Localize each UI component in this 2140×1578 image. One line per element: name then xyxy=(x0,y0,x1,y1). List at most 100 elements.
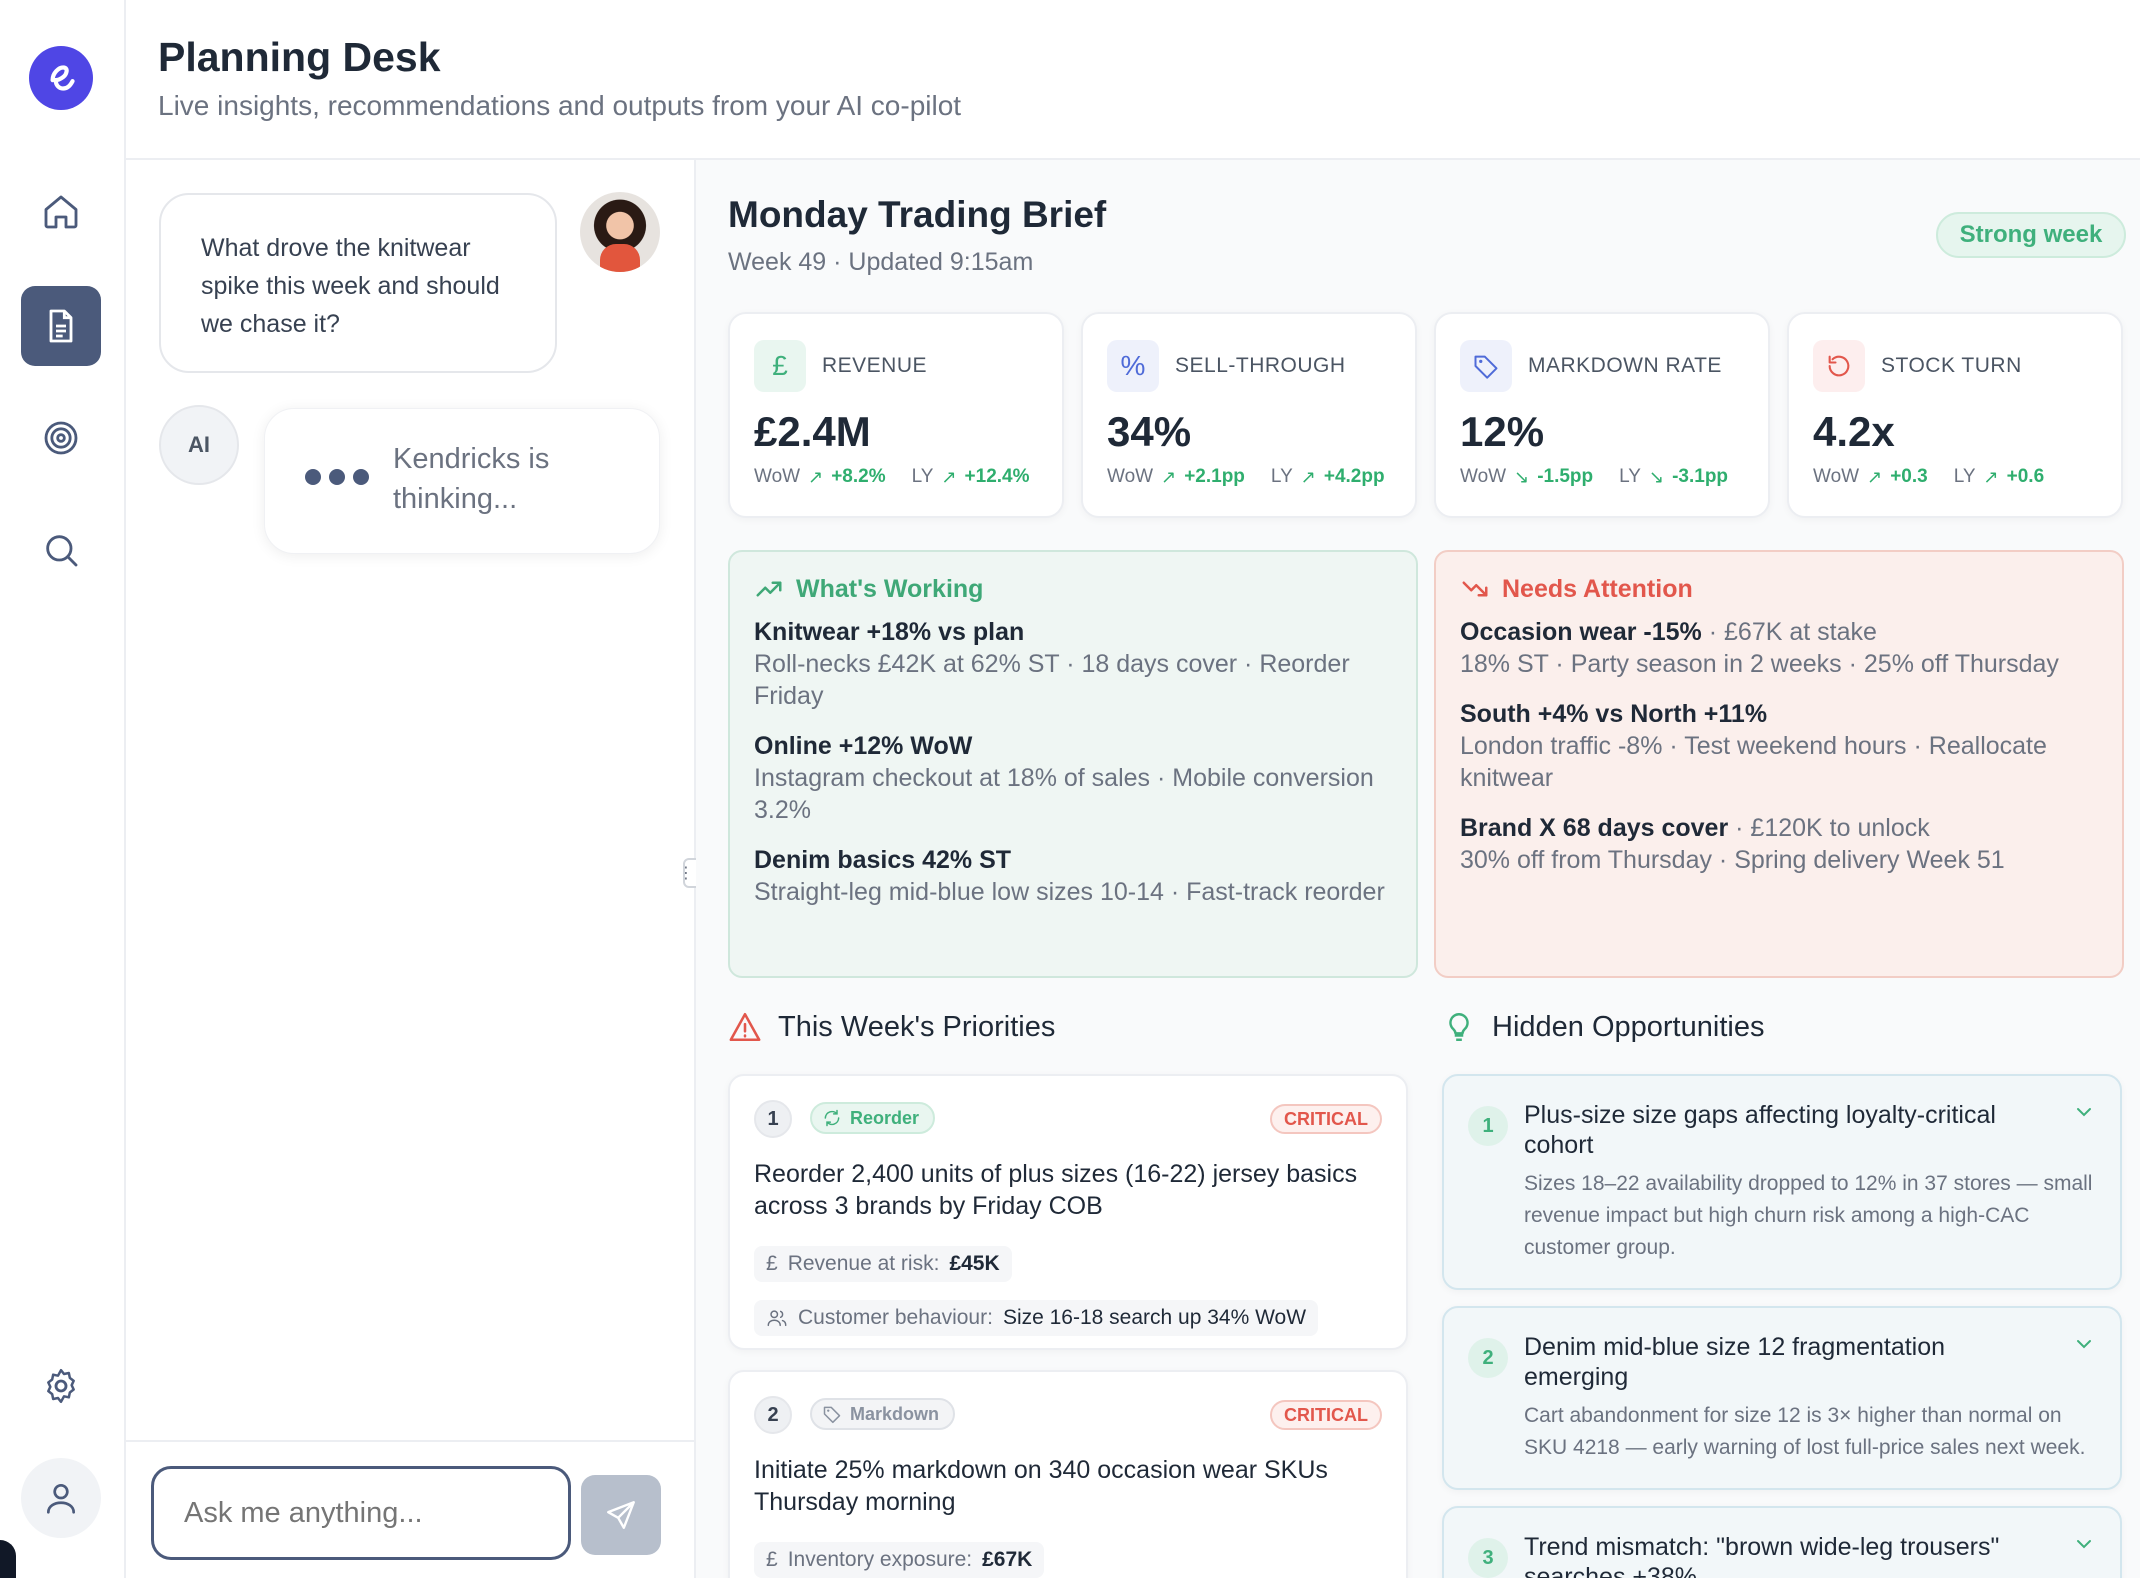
priority-meta: £ Revenue at risk: £45K xyxy=(754,1246,1012,1282)
list-item: Occasion wear -15% · £67K at stake 18% S… xyxy=(1460,616,2098,680)
priority-number: 1 xyxy=(754,1100,792,1138)
brief-title: Monday Trading Brief xyxy=(728,194,1107,235)
opportunity-number: 2 xyxy=(1468,1338,1508,1378)
item-body: London traffic -8% · Test weekend hours … xyxy=(1460,732,2047,792)
kpi-label: REVENUE xyxy=(822,354,928,377)
item-title: Knitwear +18% vs plan xyxy=(754,618,1025,646)
item-body: 18% ST · Party season in 2 weeks · 25% o… xyxy=(1460,650,2059,678)
chat-input[interactable] xyxy=(151,1466,571,1560)
wow-delta: -1.5pp xyxy=(1537,466,1594,487)
ly-delta: +12.4% xyxy=(964,466,1030,487)
ai-message: Kendricks is thinking... xyxy=(264,408,660,554)
page-title: Planning Desk xyxy=(158,34,441,80)
nav-targets[interactable] xyxy=(21,398,101,478)
whats-working-title: What's Working xyxy=(796,574,984,603)
priority-title: Reorder 2,400 units of plus sizes (16-22… xyxy=(754,1160,1358,1220)
pound-icon: £ xyxy=(766,1252,778,1275)
opportunity-card[interactable]: 2 Denim mid-blue size 12 fragmentation e… xyxy=(1442,1306,2122,1490)
needs-attention-header: Needs Attention xyxy=(1460,574,2098,604)
opportunities-header: Hidden Opportunities xyxy=(1442,1010,1764,1044)
tag-icon xyxy=(1460,340,1512,392)
priorities-header: This Week's Priorities xyxy=(728,1010,1055,1044)
opportunity-card[interactable]: 1 Plus-size size gaps affecting loyalty-… xyxy=(1442,1074,2122,1290)
trend-down-icon: ↘ xyxy=(1648,466,1665,487)
opportunity-title: Denim mid-blue size 12 fragmentation eme… xyxy=(1524,1333,1946,1391)
kpi-value: 34% xyxy=(1107,408,1192,455)
nav-search[interactable] xyxy=(21,510,101,590)
priority-card[interactable]: 2 Markdown CRITICAL Initiate 25% markdow… xyxy=(728,1370,1408,1578)
window-corner xyxy=(0,1540,16,1578)
item-title: Brand X 68 days cover · £120K to unlock xyxy=(1460,814,1930,842)
opportunity-title: Trend mismatch: "brown wide-leg trousers… xyxy=(1524,1533,2000,1578)
tag-reorder: Reorder xyxy=(810,1102,936,1134)
kpi-card-stock-turn[interactable]: STOCK TURN 4.2x WoW ↗ +0.3 LY ↗ +0.6 xyxy=(1787,312,2123,518)
severity-badge: CRITICAL xyxy=(1270,1104,1382,1134)
kpi-deltas: WoW ↗ +0.3 LY ↗ +0.6 xyxy=(1813,466,2044,488)
priority-card[interactable]: 1 Reorder CRITICAL Reorder 2,400 units o… xyxy=(728,1074,1408,1350)
wow-label: WoW xyxy=(1107,466,1154,487)
item-body: 30% off from Thursday · Spring delivery … xyxy=(1460,846,2005,874)
target-icon xyxy=(44,421,78,455)
send-button[interactable] xyxy=(581,1475,661,1555)
kpi-deltas: WoW ↗ +8.2% LY ↗ +12.4% xyxy=(754,466,1030,488)
trend-down-icon: ↘ xyxy=(1514,466,1530,487)
ly-label: LY xyxy=(911,466,934,487)
page-subtitle: Live insights, recommendations and outpu… xyxy=(158,90,962,121)
opportunity-title: Plus-size size gaps affecting loyalty-cr… xyxy=(1524,1101,1996,1159)
wow-label: WoW xyxy=(1460,466,1507,487)
chat-divider xyxy=(126,1440,694,1442)
priority-meta: £ Inventory exposure: £67K xyxy=(754,1542,1045,1578)
send-icon xyxy=(607,1501,635,1529)
page-header: Planning Desk Live insights, recommendat… xyxy=(126,0,2140,160)
document-icon xyxy=(49,309,73,343)
kpi-label: STOCK TURN xyxy=(1881,354,2022,377)
priority-meta: Customer behaviour: Size 16-18 search up… xyxy=(754,1300,1319,1336)
app-logo[interactable] xyxy=(29,46,93,110)
whats-working-panel: What's Working Knitwear +18% vs plan Rol… xyxy=(728,550,1418,978)
logo-icon xyxy=(50,65,75,91)
refresh-icon xyxy=(1813,340,1865,392)
tag-icon xyxy=(823,1406,841,1424)
ly-label: LY xyxy=(1953,466,1976,487)
chevron-down-icon[interactable] xyxy=(2072,1332,2096,1356)
pound-icon: £ xyxy=(766,1548,778,1571)
users-icon xyxy=(767,1310,787,1327)
chevron-down-icon[interactable] xyxy=(2072,1100,2096,1124)
nav-documents[interactable] xyxy=(21,286,101,366)
nav-home[interactable] xyxy=(21,172,101,252)
nav-profile[interactable] xyxy=(21,1458,101,1538)
kpi-value: 4.2x xyxy=(1813,408,1895,455)
priorities-title: This Week's Priorities xyxy=(778,1010,1056,1043)
brief-subtitle: Week 49 · Updated 9:15am xyxy=(728,248,1034,276)
item-title: Occasion wear -15% · £67K at stake xyxy=(1460,618,1877,646)
status-badge: Strong week xyxy=(1936,212,2126,258)
list-item: Denim basics 42% ST Straight-leg mid-blu… xyxy=(754,844,1392,908)
trend-up-icon xyxy=(756,581,782,597)
opportunity-card[interactable]: 3 Trend mismatch: "brown wide-leg trouse… xyxy=(1442,1506,2122,1578)
brief-panel: Monday Trading Brief Week 49 · Updated 9… xyxy=(696,160,2140,1578)
wow-label: WoW xyxy=(1813,466,1860,487)
kpi-card-revenue[interactable]: £ REVENUE £2.4M WoW ↗ +8.2% LY ↗ +12.4% xyxy=(728,312,1064,518)
severity-badge: CRITICAL xyxy=(1270,1400,1382,1430)
tag-markdown: Markdown xyxy=(810,1398,956,1430)
item-title: South +4% vs North +11% xyxy=(1460,700,1768,728)
nav-settings[interactable] xyxy=(21,1346,101,1426)
opportunity-body: Cart abandonment for size 12 is 3× highe… xyxy=(1524,1404,2086,1459)
ai-avatar: AI xyxy=(159,405,239,485)
needs-attention-title: Needs Attention xyxy=(1502,574,1693,603)
user-message: What drove the knitwear spike this week … xyxy=(159,193,557,373)
warning-icon xyxy=(729,1012,761,1042)
chevron-down-icon[interactable] xyxy=(2072,1532,2096,1556)
opportunity-body: Sizes 18–22 availability dropped to 12% … xyxy=(1524,1172,2093,1259)
percent-icon: % xyxy=(1107,340,1159,392)
kpi-card-markdown-rate[interactable]: MARKDOWN RATE 12% WoW ↘ -1.5pp LY ↘ -3.1… xyxy=(1434,312,1770,518)
wow-delta: +2.1pp xyxy=(1184,466,1245,487)
user-icon xyxy=(46,1483,76,1514)
kpi-card-sell-through[interactable]: % SELL-THROUGH 34% WoW ↗ +2.1pp LY ↗ +4.… xyxy=(1081,312,1417,518)
trend-up-icon: ↗ xyxy=(1983,466,1999,487)
opportunity-number: 3 xyxy=(1468,1538,1508,1578)
kpi-deltas: WoW ↗ +2.1pp LY ↗ +4.2pp xyxy=(1107,466,1385,488)
lightbulb-icon xyxy=(1449,1013,1469,1041)
typing-dots-icon xyxy=(305,469,369,485)
kpi-value: £2.4M xyxy=(754,408,871,455)
